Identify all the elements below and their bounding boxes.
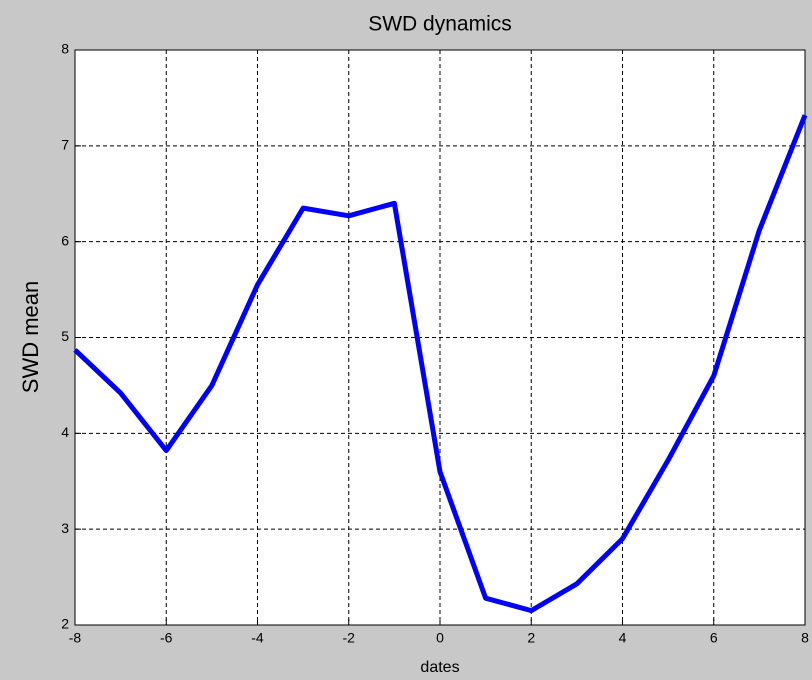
x-tick-label: 6	[710, 630, 718, 646]
x-tick-label: -2	[343, 630, 356, 646]
x-tick-label: 4	[619, 630, 627, 646]
x-tick-label: -4	[251, 630, 264, 646]
x-tick-label: 2	[527, 630, 535, 646]
y-tick-label: 3	[61, 520, 69, 536]
x-tick-label: -8	[69, 630, 82, 646]
y-tick-label: 2	[61, 616, 69, 632]
x-tick-label: 0	[436, 630, 444, 646]
data-line	[73, 114, 808, 614]
x-axis-label: dates	[420, 659, 459, 676]
y-tick-label: 8	[61, 41, 69, 57]
y-tick-label: 6	[61, 232, 69, 248]
x-tick-label: -6	[160, 630, 173, 646]
plot-frame	[74, 49, 806, 626]
y-tick-label: 5	[61, 328, 69, 344]
chart-title: SWD dynamics	[368, 13, 512, 36]
y-tick-label: 7	[61, 137, 69, 153]
x-tick-label: 8	[801, 630, 809, 646]
y-tick-label: 4	[61, 424, 69, 440]
y-axis-label: SWD mean	[18, 281, 43, 393]
